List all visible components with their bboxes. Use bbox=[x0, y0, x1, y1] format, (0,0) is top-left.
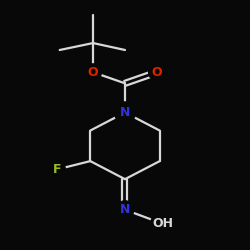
Text: OH: OH bbox=[152, 217, 173, 230]
Circle shape bbox=[48, 161, 65, 178]
Text: N: N bbox=[120, 203, 130, 216]
Text: N: N bbox=[120, 106, 130, 119]
Text: O: O bbox=[88, 66, 98, 79]
Circle shape bbox=[151, 212, 174, 235]
Text: O: O bbox=[152, 66, 162, 79]
Circle shape bbox=[85, 64, 102, 80]
Text: F: F bbox=[53, 163, 61, 176]
Circle shape bbox=[116, 201, 134, 218]
Circle shape bbox=[114, 102, 136, 123]
Circle shape bbox=[148, 64, 165, 80]
